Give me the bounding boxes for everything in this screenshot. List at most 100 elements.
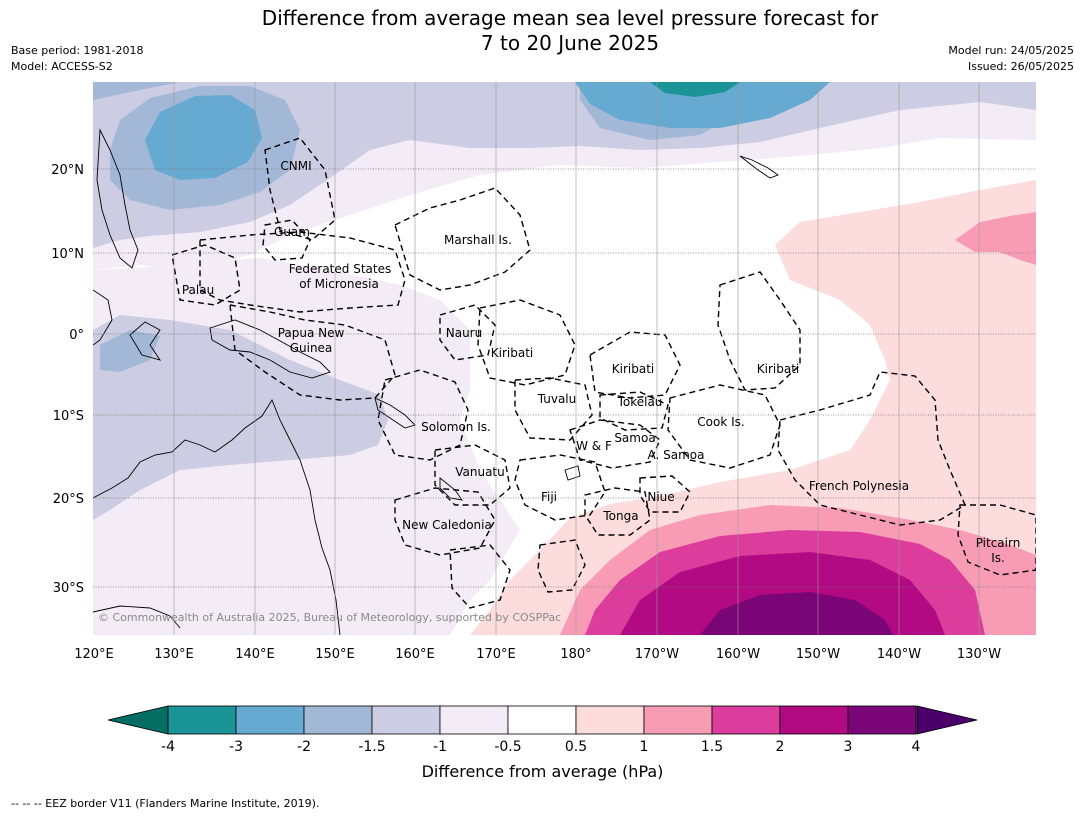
colorbar-label: -1	[433, 739, 447, 755]
lat-tick-label: 0°	[69, 328, 84, 343]
hawaii-coast	[739, 155, 779, 179]
label-png-1: Papua New	[278, 326, 345, 340]
lon-tick-label: 130°W	[957, 647, 1001, 662]
chart-title: Difference from average mean sea level p…	[200, 6, 940, 56]
label-guam: Guam	[274, 225, 310, 239]
label-cook: Cook Is.	[697, 415, 744, 429]
colorbar-label: 0.5	[565, 739, 587, 755]
lon-tick-label: 140°W	[877, 647, 921, 662]
label-tonga: Tonga	[602, 509, 638, 523]
colorbar: -4 -3 -2 -1.5 -1 -0.5 0.5 1 1.5 2 3 4	[107, 705, 978, 755]
anomaly-band-n-2-east	[575, 82, 830, 128]
anomaly-band-sw-1p5	[100, 330, 160, 372]
colorbar-cell	[507, 705, 577, 735]
lon-tick-label: 170°E	[476, 647, 516, 662]
lon-tick-label: 170°W	[635, 647, 679, 662]
eez-cook	[667, 384, 781, 469]
colorbar-cell	[439, 705, 509, 735]
eez-tuvalu	[514, 377, 593, 441]
title-line-2: 7 to 20 June 2025	[480, 31, 660, 55]
eez-nauru	[439, 304, 496, 361]
model-name: Model: ACCESS-S2	[11, 60, 113, 73]
label-kiribati-east: Kiribati	[757, 362, 799, 376]
label-fiji: Fiji	[541, 490, 557, 504]
fiji-coast	[564, 465, 581, 481]
philippines-coast	[96, 128, 139, 269]
eez-tokelau	[599, 391, 669, 431]
label-kiribati-central: Kiribati	[612, 362, 654, 376]
label-png-2: Guinea	[290, 341, 333, 355]
new-zealand-coast	[93, 605, 181, 629]
lat-tick-label: 10°S	[53, 409, 84, 424]
anomaly-band-n-1	[93, 82, 1036, 248]
meta-left: Base period: 1981-2018 Model: ACCESS-S2	[11, 43, 143, 75]
colorbar-cells	[167, 705, 917, 735]
lon-tick-label: 160°W	[716, 647, 760, 662]
region-labels: CNMI Guam Marshall Is. Federated States …	[182, 159, 1020, 565]
meta-right: Model run: 24/05/2025 Issued: 26/05/2025	[948, 43, 1074, 75]
colorbar-cell	[575, 705, 645, 735]
lat-tick-label: 20°N	[51, 163, 84, 178]
eez-newcal	[394, 487, 496, 556]
colorbar-high-extend	[916, 705, 978, 735]
colorbar-cell	[779, 705, 849, 735]
latitude-tick-labels: 20°N 10°N 0° 10°S 20°S 30°S	[51, 163, 84, 596]
eez-guam	[262, 219, 311, 261]
label-cnmi: CNMI	[280, 159, 311, 173]
eez-kermadec	[537, 539, 586, 593]
label-pitcairn-2: Is.	[991, 551, 1005, 565]
eez-marshall	[394, 187, 531, 291]
copyright-notice: © Commonwealth of Australia 2025, Bureau…	[98, 611, 561, 624]
eez-borders	[171, 137, 1036, 609]
eez-pitcairn	[957, 504, 1036, 576]
colorbar-labels: -4 -3 -2 -1.5 -1 -0.5 0.5 1 1.5 2 3 4	[161, 739, 921, 755]
borneo-coast	[93, 289, 113, 346]
issued-date: Issued: 26/05/2025	[967, 60, 1074, 73]
new-guinea-coast	[209, 319, 331, 379]
eez-solomon	[377, 369, 469, 461]
eez-footnote: -- -- -- EEZ border V11 (Flanders Marine…	[11, 797, 320, 810]
colorbar-label: -0.5	[494, 739, 521, 755]
lat-tick-label: 20°S	[53, 492, 84, 507]
eez-fsm	[199, 231, 406, 313]
forecast-map: CNMI Guam Marshall Is. Federated States …	[51, 82, 1036, 755]
model-run: Model run: 24/05/2025	[948, 44, 1074, 57]
colorbar-cell	[643, 705, 713, 735]
eez-kiribati-w	[477, 299, 576, 386]
lon-tick-label: 150°W	[796, 647, 840, 662]
label-french-polynesia: French Polynesia	[809, 479, 909, 493]
lat-tick-label: 30°S	[53, 581, 84, 596]
base-period: Base period: 1981-2018	[11, 44, 144, 57]
colorbar-label: -1.5	[358, 739, 385, 755]
colorbar-cell	[847, 705, 917, 735]
colorbar-cell	[167, 705, 237, 735]
label-tokelau: Tokelau	[617, 395, 663, 409]
graticule	[93, 82, 1036, 635]
lon-tick-label: 180°	[560, 647, 591, 662]
eez-niue	[639, 475, 691, 513]
lon-tick-label: 130°E	[154, 647, 194, 662]
label-palau: Palau	[182, 283, 214, 297]
colorbar-label: -3	[229, 739, 243, 755]
label-niue: Niue	[647, 490, 674, 504]
eez-kiribati-e	[717, 271, 801, 391]
anomaly-band-n-3	[650, 82, 740, 97]
parallels	[93, 168, 1036, 588]
new-caledonia-coast	[439, 477, 463, 501]
title-line-1: Difference from average mean sea level p…	[261, 6, 879, 30]
eez-vanuatu	[434, 444, 511, 506]
label-wallis-futuna: W & F	[576, 439, 612, 453]
meridians	[173, 82, 980, 635]
label-samoa: Samoa	[614, 431, 655, 445]
lon-tick-label: 150°E	[315, 647, 355, 662]
colorbar-label: 2	[776, 739, 785, 755]
label-fsm-2: of Micronesia	[299, 277, 379, 291]
label-kiribati-west: Kiribati	[491, 346, 533, 360]
lon-tick-label: 140°E	[235, 647, 275, 662]
lon-tick-label: 120°E	[74, 647, 114, 662]
colorbar-cell	[303, 705, 373, 735]
eez-palau	[171, 244, 241, 306]
sulawesi-coast	[129, 321, 162, 361]
colorbar-label: 3	[844, 739, 853, 755]
label-fsm-1: Federated States	[289, 262, 391, 276]
